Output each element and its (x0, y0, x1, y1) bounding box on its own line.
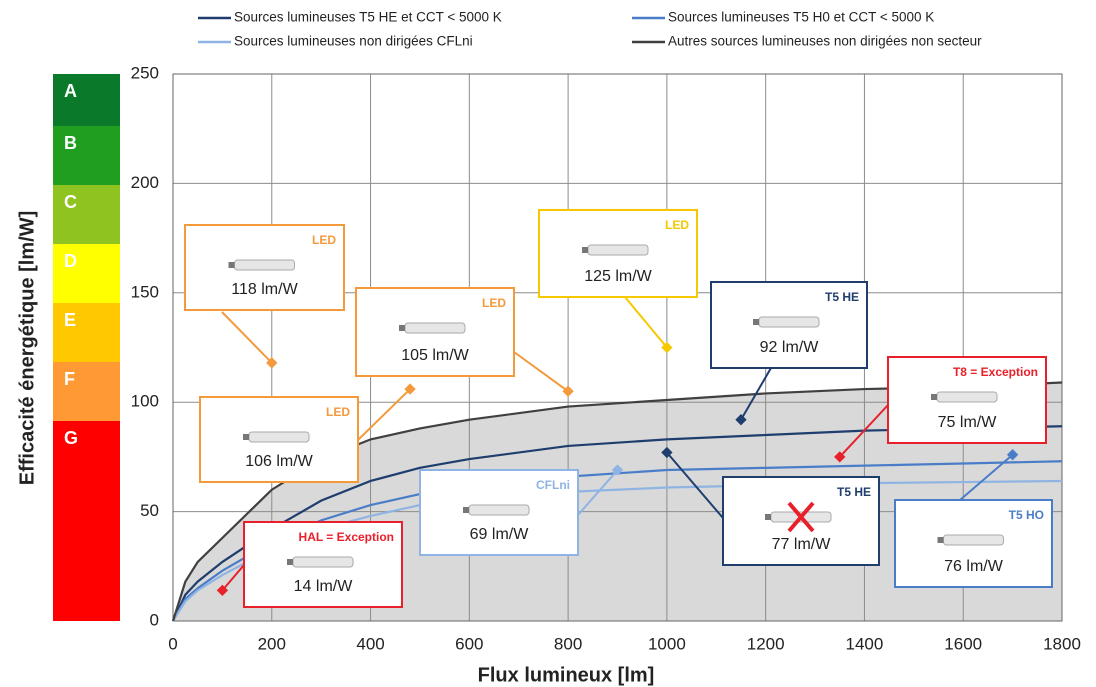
energy-class-label: B (64, 133, 77, 153)
y-tick-label: 100 (131, 392, 159, 411)
lamp-icon (405, 323, 465, 333)
energy-class-label: F (64, 369, 75, 389)
annotation-tag: T5 HE (825, 290, 859, 304)
lamp-cap (287, 559, 293, 565)
y-axis-label: Efficacité énergétique [lm/W] (16, 211, 38, 486)
annotation-value: 14 lm/W (294, 578, 354, 595)
x-tick-label: 1400 (846, 634, 884, 653)
lamp-icon (588, 245, 648, 255)
annotation-value: 106 lm/W (245, 453, 313, 470)
annotation-value: 69 lm/W (470, 526, 530, 543)
lamp-cap (582, 247, 588, 253)
annotation-value: 118 lm/W (231, 281, 298, 298)
energy-class-band (53, 421, 120, 621)
x-tick-label: 200 (258, 634, 286, 653)
annotation-value: 125 lm/W (584, 268, 652, 285)
lamp-icon (759, 317, 819, 327)
x-tick-label: 0 (168, 634, 177, 653)
annotation-value: 76 lm/W (944, 558, 1004, 575)
energy-class-label: C (64, 192, 77, 212)
lamp-icon (235, 260, 295, 270)
legend-label: Sources lumineuses non dirigées CFLni (234, 34, 473, 49)
annotation-value: 105 lm/W (401, 347, 469, 364)
x-tick-label: 1800 (1043, 634, 1081, 653)
lamp-cap (243, 434, 249, 440)
annotation-tag: LED (482, 296, 506, 310)
energy-class-label: D (64, 251, 77, 271)
annotation-value: 77 lm/W (772, 536, 832, 553)
energy-class-label: A (64, 81, 77, 101)
annotation-tag: LED (312, 233, 336, 247)
legend-label: Sources lumineuses T5 H0 et CCT < 5000 K (668, 10, 934, 25)
legend-label: Sources lumineuses T5 HE et CCT < 5000 K (234, 10, 502, 25)
annotation-tag: T5 HO (1009, 508, 1044, 522)
annotation-tag: LED (665, 218, 689, 232)
lamp-icon (293, 557, 353, 567)
annotation-tag: T5 HE (837, 485, 871, 499)
annotation-tag: CFLni (536, 478, 570, 492)
lamp-cap (938, 537, 944, 543)
energy-class-label: G (64, 428, 78, 448)
x-tick-label: 1600 (944, 634, 982, 653)
legend-label: Autres sources lumineuses non dirigées n… (668, 34, 982, 49)
y-tick-label: 150 (131, 282, 159, 301)
annotation-tag: T8 = Exception (953, 365, 1038, 379)
annotation-value: 92 lm/W (760, 339, 820, 356)
annotation-tag: HAL = Exception (299, 530, 394, 544)
lamp-cap (931, 394, 937, 400)
lamp-cap (765, 514, 771, 520)
x-tick-label: 800 (554, 634, 582, 653)
annotation-tag: LED (326, 405, 350, 419)
y-tick-label: 50 (140, 501, 159, 520)
lamp-cap (463, 507, 469, 513)
y-tick-label: 250 (131, 63, 159, 82)
lamp-cap (229, 262, 235, 268)
energy-class-label: E (64, 310, 76, 330)
y-tick-label: 0 (150, 610, 159, 629)
x-tick-label: 1200 (747, 634, 785, 653)
x-axis-label: Flux lumineux [lm] (478, 664, 655, 686)
y-tick-label: 200 (131, 173, 159, 192)
lamp-cap (753, 319, 759, 325)
x-tick-label: 1000 (648, 634, 686, 653)
x-tick-label: 600 (455, 634, 483, 653)
lamp-cap (399, 325, 405, 331)
annotation-value: 75 lm/W (938, 414, 998, 431)
chart: Flux lumineux [lm] Efficacité énergétiqu… (0, 0, 1096, 687)
lamp-icon (249, 432, 309, 442)
lamp-icon (944, 535, 1004, 545)
lamp-icon (937, 392, 997, 402)
x-tick-label: 400 (356, 634, 384, 653)
lamp-icon (469, 505, 529, 515)
